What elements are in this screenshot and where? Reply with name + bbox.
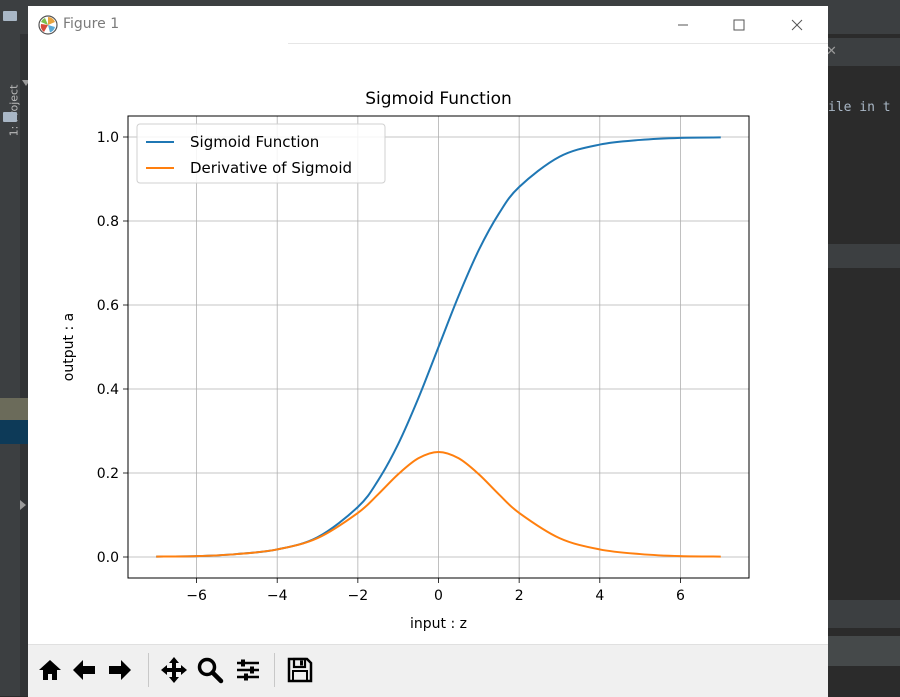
magnifier-icon — [197, 657, 224, 684]
maximize-icon — [733, 19, 745, 31]
floppy-disk-icon — [287, 657, 313, 683]
arrow-left-icon — [73, 660, 95, 680]
ide-band — [828, 244, 900, 268]
y-tick-label: 0.0 — [97, 550, 119, 566]
ide-sidebar: 1: Project — [0, 34, 20, 696]
series-layer — [156, 136, 721, 558]
toolbar-separator — [274, 653, 275, 687]
minimize-button[interactable] — [660, 6, 706, 44]
legend-box — [136, 123, 386, 184]
x-tick-label: 4 — [595, 588, 604, 604]
home-button[interactable] — [34, 653, 66, 687]
sliders-icon — [237, 659, 259, 681]
save-button[interactable] — [284, 653, 316, 687]
configure-subplots-button[interactable] — [232, 653, 264, 687]
ide-side-block — [0, 420, 28, 444]
title-separator — [288, 43, 828, 44]
toolbar-separator — [148, 653, 149, 687]
ide-band — [828, 600, 900, 628]
x-axis-label: input : z — [410, 616, 467, 632]
folder-icon — [3, 112, 17, 122]
x-tick-label: −4 — [267, 588, 288, 604]
folder-icon — [3, 11, 17, 21]
x-tick-label: 6 — [676, 588, 685, 604]
y-tick-label: 0.6 — [97, 298, 119, 314]
ide-side-block — [0, 398, 28, 420]
chart-title: Sigmoid Function — [365, 89, 512, 109]
minimize-icon — [678, 24, 688, 26]
chevron-right-icon — [20, 500, 26, 510]
y-tick-label: 0.8 — [97, 214, 119, 230]
ide-tab-bar — [828, 38, 900, 66]
maximize-button[interactable] — [716, 6, 762, 44]
x-tick-label: −2 — [348, 588, 369, 604]
close-window-button[interactable] — [774, 6, 820, 44]
home-icon — [39, 660, 61, 680]
legend-entry: Sigmoid Function — [190, 133, 319, 151]
y-tick-label: 0.4 — [97, 382, 119, 398]
zoom-button[interactable] — [194, 653, 226, 687]
x-tick-label: 2 — [515, 588, 524, 604]
ide-project-tab[interactable]: 1: Project — [7, 84, 21, 137]
y-tick-label: 0.2 — [97, 466, 119, 482]
y-axis-label: output : a — [61, 313, 77, 381]
sigmoid-chart[interactable]: −6 −4 −2 0 2 4 6 0.0 0.2 0.4 0.6 0.8 1.0 Sigmoid Fun… — [28, 44, 828, 644]
pan-button[interactable] — [158, 653, 190, 687]
x-tick-label: −6 — [186, 588, 207, 604]
y-tick-label: 1.0 — [97, 130, 119, 146]
legend: Sigmoid Function Derivative of Sigmoid — [136, 123, 386, 184]
navigation-toolbar — [28, 644, 828, 697]
forward-button[interactable] — [104, 653, 136, 687]
plot-area[interactable]: −6 −4 −2 0 2 4 6 0.0 0.2 0.4 0.6 0.8 1.0 Sigmoid Fun… — [28, 44, 828, 644]
move-icon — [161, 657, 187, 683]
arrow-right-icon — [109, 660, 131, 680]
ide-strip — [20, 34, 30, 696]
window-title: Figure 1 — [63, 16, 120, 32]
figure-window: Figure 1 −6 −4 −2 0 2 4 6 0.0 0.2 0.4 0.6 0.8 1.0 Si… — [28, 6, 828, 697]
ide-band — [828, 636, 900, 666]
chevron-down-icon — [22, 80, 30, 86]
axis-ticks: −6 −4 −2 0 2 4 6 0.0 0.2 0.4 0.6 0.8 1.0 — [97, 130, 685, 604]
ide-code-text: ile in t — [828, 100, 891, 115]
x-tick-label: 0 — [434, 588, 443, 604]
series-line-1 — [156, 450, 721, 558]
title-bar[interactable]: Figure 1 — [28, 6, 828, 44]
back-button[interactable] — [68, 653, 100, 687]
matplotlib-logo-icon — [38, 15, 58, 35]
close-icon — [791, 19, 803, 31]
legend-entry: Derivative of Sigmoid — [190, 159, 352, 177]
close-icon[interactable]: ✕ — [826, 44, 837, 59]
